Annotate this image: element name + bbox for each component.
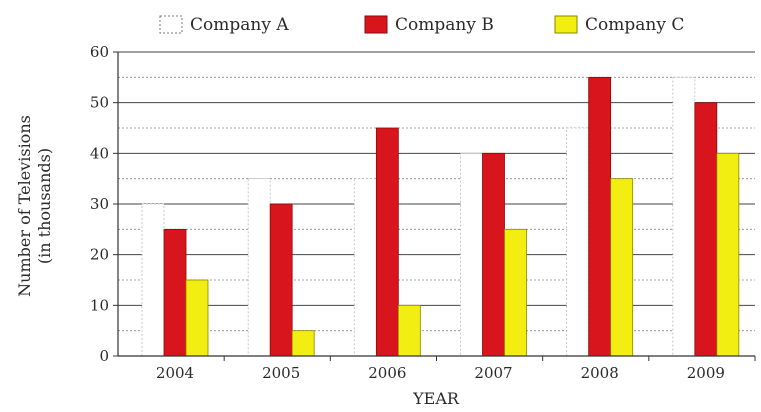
- bar-company-b-2005: [269, 203, 293, 357]
- bar-company-b-2007: [482, 152, 505, 357]
- y-tick-label: 40: [90, 144, 109, 162]
- x-tick-label: 2006: [368, 364, 406, 382]
- bar-company-c-2005: [291, 330, 315, 357]
- x-tick-label: 2007: [474, 364, 512, 382]
- bar-company-b-2009: [694, 102, 718, 357]
- bar-company-b-2006: [375, 127, 399, 357]
- x-tick-label: 2008: [581, 364, 619, 382]
- x-ticks: 2004 2005 2006 2007 2008 2009: [156, 356, 756, 382]
- bar-company-c-2008: [610, 178, 634, 357]
- y-tick-label: 60: [90, 43, 109, 61]
- legend-label: Company A: [190, 15, 289, 35]
- legend-label: Company C: [585, 15, 684, 35]
- legend-swatch: [364, 15, 388, 34]
- y-axis-subtitle: (in thousands): [35, 148, 54, 264]
- bar-company-c-2009: [716, 152, 740, 357]
- bar-company-a-2006: [353, 178, 377, 357]
- bars: [141, 76, 740, 357]
- bar-company-a-2009: [672, 76, 696, 357]
- bar-company-a-2004: [141, 203, 165, 357]
- bar-company-a-2008: [566, 127, 590, 357]
- bar-company-c-2007: [504, 228, 527, 357]
- x-axis-title: YEAR: [412, 389, 460, 408]
- bar-company-a-2005: [247, 178, 271, 357]
- bar-company-a-2007: [460, 152, 483, 357]
- legend: Company A Company B Company C: [159, 15, 684, 35]
- y-tick-label: 50: [90, 94, 109, 112]
- legend-label: Company B: [395, 15, 494, 35]
- bar-company-b-2004: [163, 228, 187, 357]
- legend-swatch: [554, 15, 578, 34]
- grid: [118, 51, 755, 332]
- x-tick-label: 2005: [262, 364, 300, 382]
- y-ticks: 0 10 20 30 40 50 60: [90, 43, 118, 365]
- y-tick-label: 0: [99, 347, 109, 365]
- x-tick-label: 2004: [156, 364, 194, 382]
- bar-company-c-2004: [185, 279, 209, 357]
- y-tick-label: 30: [90, 195, 109, 213]
- legend-swatch: [159, 15, 183, 34]
- bar-company-c-2006: [397, 304, 421, 357]
- y-tick-label: 10: [90, 296, 109, 314]
- y-tick-label: 20: [90, 246, 109, 264]
- bar-company-b-2008: [588, 76, 612, 357]
- x-tick-label: 2009: [687, 364, 725, 382]
- y-axis-title: Number of Televisions: [15, 115, 34, 297]
